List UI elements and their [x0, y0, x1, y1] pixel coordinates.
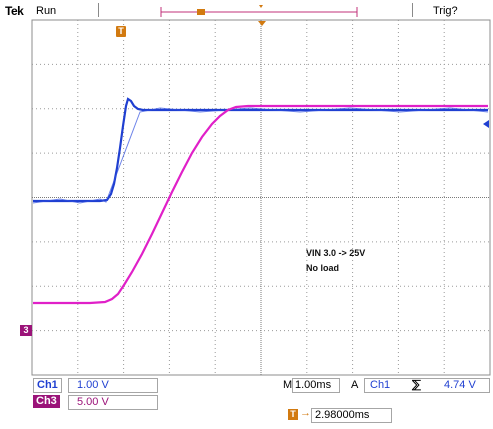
ch1-trace — [33, 97, 488, 203]
run-state: Run — [36, 5, 57, 17]
timebase-prefix: M — [283, 379, 293, 391]
ch1-tag[interactable]: Ch1 — [33, 378, 62, 393]
graticule-grid — [32, 20, 490, 375]
status-divider — [98, 3, 99, 17]
trigger-position-marker-icon: T — [116, 26, 126, 37]
trigger-level-value: 4.74 V — [444, 379, 476, 391]
timebase-scale[interactable]: 1.00ms — [292, 378, 340, 393]
record-overview-bar — [160, 5, 358, 17]
trigger-status: Trig? — [433, 5, 458, 17]
horizontal-delay-value[interactable]: 2.98000ms — [311, 408, 392, 423]
channel3-ground-marker-icon: 3 — [20, 325, 32, 336]
annotation-load: No load — [306, 263, 339, 273]
trigger-position-pointer-icon — [258, 21, 266, 26]
trigger-source-prefix: A — [351, 379, 359, 391]
annotation-input-range: VIN 3.0 -> 25V — [306, 248, 366, 258]
status-bar: Tek Run Trig? — [0, 0, 493, 20]
ch3-scale[interactable]: 5.00 V — [68, 395, 158, 410]
brand-label: Tek — [5, 4, 24, 18]
delay-arrow-icon: → — [300, 407, 311, 419]
trigger-level-arrow-icon — [483, 120, 489, 128]
trigger-channel: Ch1 — [370, 379, 391, 391]
ch3-trace — [33, 104, 488, 305]
trigger-readout-box[interactable]: Ch1 ⅀ 4.74 V — [364, 378, 490, 393]
status-divider — [412, 3, 413, 17]
ch1-scale[interactable]: 1.00 V — [68, 378, 158, 393]
trigger-slope-icon: ⅀ — [412, 379, 421, 391]
horizontal-position-icon: T — [288, 409, 298, 420]
ch3-tag[interactable]: Ch3 — [33, 395, 60, 408]
